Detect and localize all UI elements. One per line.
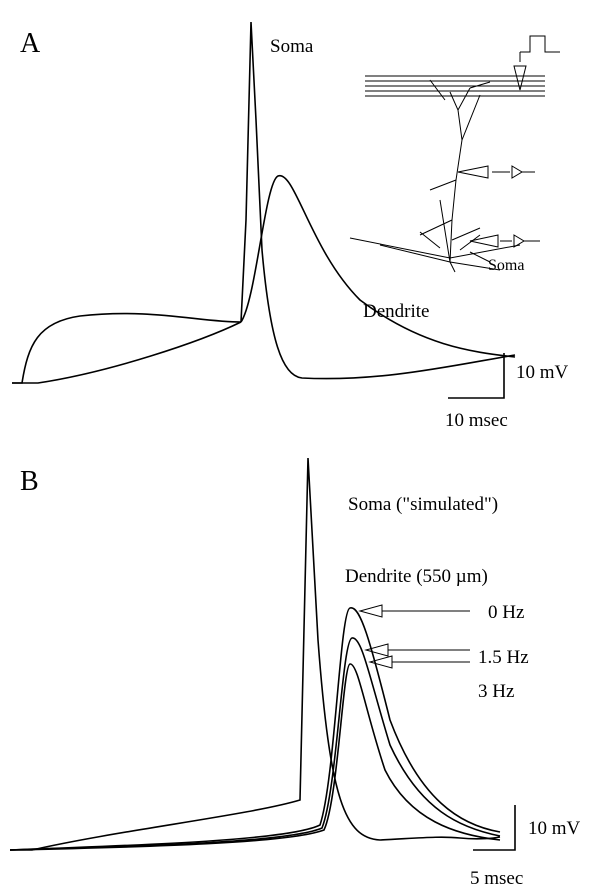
- scale-bar: [448, 353, 504, 398]
- dendrite-label: Dendrite: [363, 301, 429, 322]
- scale-t-label: 5 msec: [470, 868, 523, 889]
- freq-label: 0 Hz: [488, 602, 524, 623]
- scale-v-label: 10 mV: [528, 818, 581, 839]
- scale-t-label: 10 msec: [445, 410, 508, 431]
- neuron-inset: [350, 36, 560, 272]
- traces-b: [10, 458, 500, 850]
- dendrite-label: Dendrite (550 µm): [345, 566, 488, 587]
- figure: A Soma Dendrite Soma 10 mV 10 msec B Som…: [0, 0, 609, 892]
- panel-label: A: [20, 28, 41, 59]
- soma-label: Soma: [270, 36, 314, 57]
- panel-label: B: [20, 466, 39, 497]
- scale-v-label: 10 mV: [516, 362, 569, 383]
- scale-bar: [473, 805, 515, 850]
- soma-label: Soma ("simulated"): [348, 494, 498, 515]
- freq-label: 1.5 Hz: [478, 647, 529, 668]
- freq-label: 3 Hz: [478, 681, 514, 702]
- arrows: [360, 605, 470, 668]
- inset-soma-label: Soma: [488, 257, 524, 274]
